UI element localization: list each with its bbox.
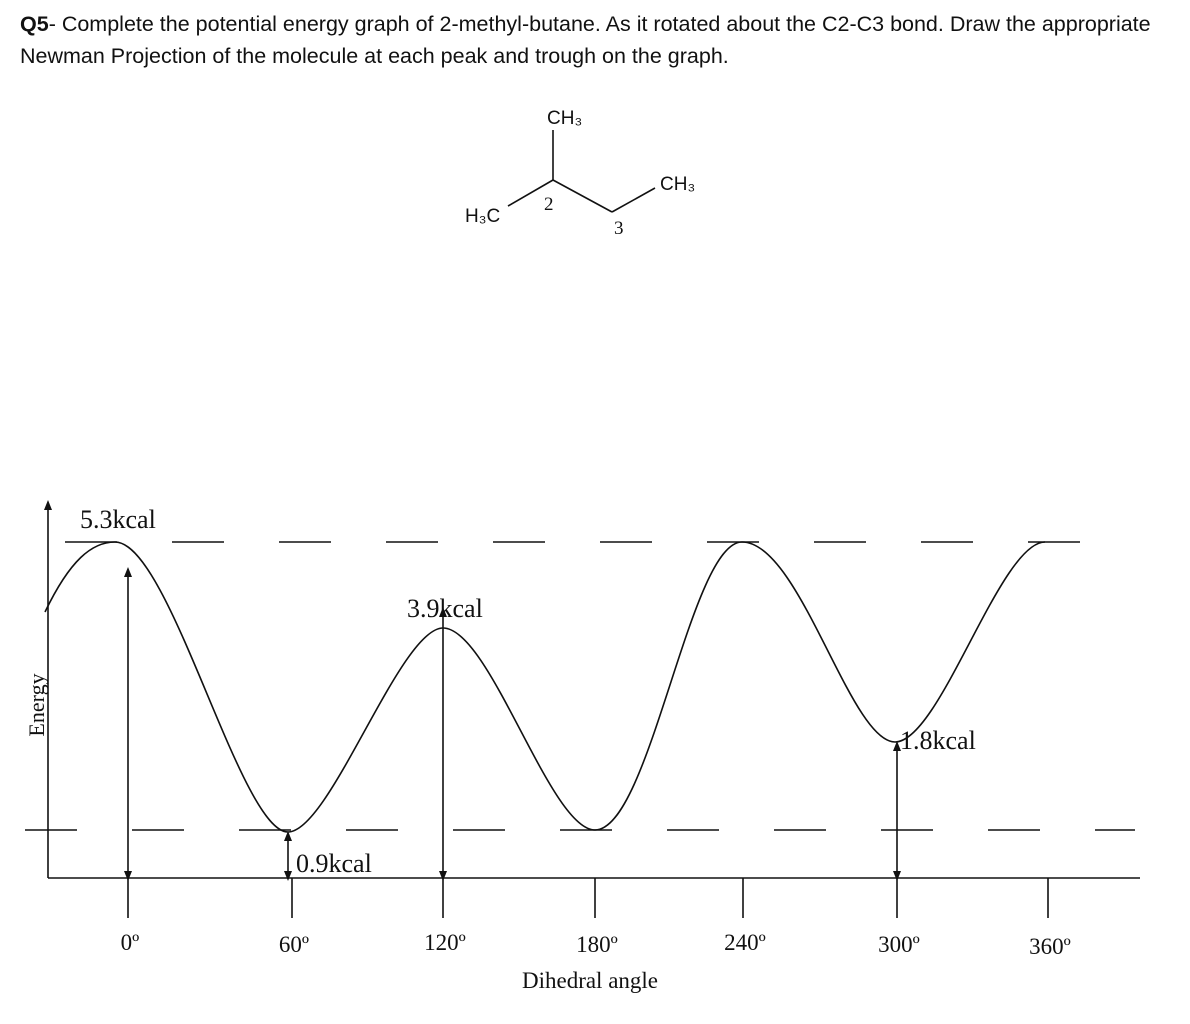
energy-label: 0.9kcal bbox=[296, 849, 372, 878]
carbon-number: 3 bbox=[614, 218, 624, 239]
group-label: H₃C bbox=[465, 206, 500, 227]
x-ticks bbox=[127, 878, 1049, 918]
energy-label: 5.3kcal bbox=[80, 505, 156, 534]
x-axis-title: Dihedral angle bbox=[522, 968, 658, 993]
x-label: 60º bbox=[279, 932, 309, 957]
x-label: 120º bbox=[424, 930, 466, 955]
x-label: 300º bbox=[878, 932, 920, 957]
question-number: Q5 bbox=[20, 12, 49, 36]
x-label: 240º bbox=[724, 930, 766, 955]
group-label: CH₃ bbox=[660, 174, 695, 195]
molecule-skeleton bbox=[507, 130, 656, 213]
energy-curve bbox=[44, 541, 1046, 833]
x-label: 180º bbox=[576, 932, 618, 957]
question-text: - Complete the potential energy graph of… bbox=[20, 12, 1151, 68]
energy-label: 3.9kcal bbox=[407, 594, 483, 623]
energy-label: 1.8kcal bbox=[900, 726, 976, 755]
y-axis-title: Energy bbox=[24, 673, 49, 736]
carbon-number: 2 bbox=[544, 194, 554, 215]
group-label: CH₃ bbox=[547, 108, 582, 129]
question: Q5- Complete the potential energy graph … bbox=[20, 8, 1180, 72]
x-label: 360º bbox=[1029, 934, 1071, 959]
x-label: 0º bbox=[121, 930, 140, 955]
